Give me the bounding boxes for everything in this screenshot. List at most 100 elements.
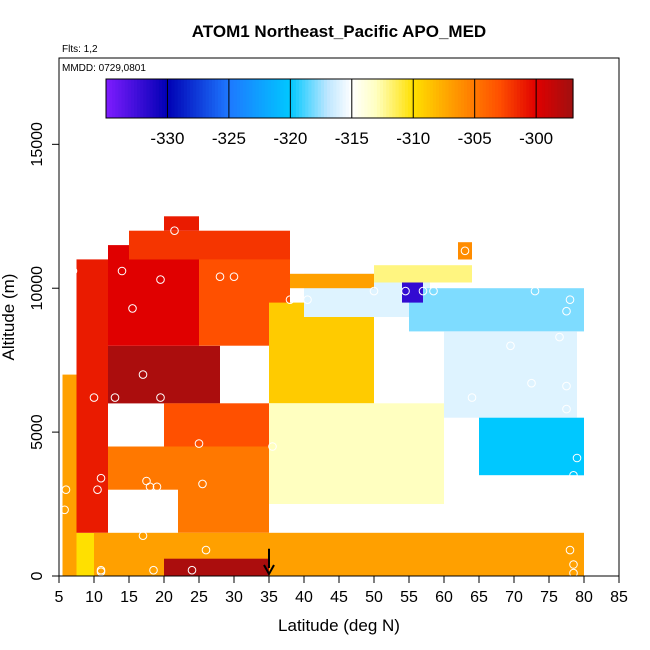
colorbar-segment: [221, 79, 225, 118]
colorbar-segment: [323, 79, 328, 118]
colorbar-segment: [274, 79, 278, 118]
x-tick-label: 20: [155, 589, 173, 606]
flight-point: [369, 286, 379, 296]
colorbar-segment: [317, 79, 322, 118]
flight-point: [61, 485, 71, 495]
flight-point: [215, 272, 225, 282]
flight-point: [565, 545, 575, 555]
colorbar-segment: [149, 79, 154, 118]
colorbar-segment: [376, 79, 381, 118]
flight-point: [562, 381, 571, 391]
x-axis-label: Latitude (deg N): [278, 616, 400, 635]
colorbar-segment: [544, 79, 549, 118]
x-tick-label: 30: [225, 589, 243, 606]
colorbar-segment: [569, 79, 574, 118]
colorbar-segment: [342, 79, 347, 118]
colorbar-segment: [417, 79, 422, 118]
colorbar-segment: [498, 79, 502, 118]
colorbar-segment: [302, 79, 306, 118]
colorbar-segment: [548, 79, 552, 118]
colorbar-tick-label: -300: [519, 129, 553, 148]
heatmap-cell: [444, 475, 577, 533]
colorbar-segment: [358, 79, 362, 118]
colorbar-segment: [158, 79, 163, 118]
colorbar-tick-label: -325: [212, 129, 246, 148]
colorbar-segment: [283, 79, 288, 118]
flight-point: [201, 545, 211, 555]
heatmap-cell: [269, 302, 374, 404]
colorbar-segment: [277, 79, 281, 118]
colorbar-segment: [233, 79, 238, 118]
colorbar-segment: [426, 79, 431, 118]
colorbar-segment: [541, 79, 546, 118]
colorbar-segment: [115, 79, 120, 118]
y-tick-label: 0: [29, 571, 46, 580]
colorbar-segment: [249, 79, 253, 118]
colorbar-segment: [423, 79, 428, 118]
colorbar-segment: [448, 79, 453, 118]
colorbar-segment: [523, 79, 527, 118]
colorbar-segment: [180, 79, 185, 118]
flight-point: [418, 286, 428, 296]
colorbar: -330 -325 -320 -315 -310 -305 -300: [105, 78, 574, 148]
flight-point: [565, 505, 575, 515]
flights-annotation: Flts: 1,2: [62, 44, 98, 55]
colorbar-segment: [557, 79, 562, 118]
flight-point: [68, 266, 78, 276]
colorbar-segment: [292, 79, 297, 118]
colorbar-segment: [420, 79, 425, 118]
y-axis: 0 5000 10000 15000: [29, 122, 59, 580]
flight-point: [569, 471, 578, 480]
heatmap-cell: [479, 417, 584, 476]
colorbar-segment: [464, 79, 468, 118]
colorbar-segment: [320, 79, 325, 118]
colorbar-segment: [177, 79, 182, 118]
x-tick-label: 10: [85, 589, 103, 606]
colorbar-segment: [261, 79, 266, 118]
flight-point: [156, 275, 165, 284]
x-tick-label: 45: [330, 589, 348, 606]
flight-point: [89, 393, 99, 402]
heatmap-cell: [290, 273, 374, 289]
colorbar-segment: [286, 79, 291, 118]
colorbar-segment: [370, 79, 375, 118]
colorbar-segment: [513, 79, 518, 118]
colorbar-segment: [457, 79, 462, 118]
colorbar-segment: [118, 79, 123, 118]
flight-point: [138, 531, 148, 541]
colorbar-segment: [214, 79, 219, 118]
colorbar-segment: [485, 79, 490, 118]
colorbar-segment: [168, 79, 172, 118]
flight-point: [467, 393, 477, 402]
colorbar-segment: [538, 79, 543, 118]
flight-point: [93, 485, 102, 495]
colorbar-segment: [134, 79, 138, 118]
colorbar-segment: [373, 79, 378, 118]
dates-annotation: MMDD: 0729,0801: [62, 63, 146, 74]
colorbar-segment: [246, 79, 250, 118]
colorbar-segment: [109, 79, 113, 118]
colorbar-segment: [314, 79, 319, 118]
y-tick-label: 5000: [29, 414, 46, 450]
colorbar-segment: [526, 79, 531, 118]
flight-point: [194, 439, 204, 448]
colorbar-segment: [264, 79, 269, 118]
colorbar-segment: [507, 79, 512, 118]
flight-point: [303, 295, 312, 305]
colorbar-segment: [488, 79, 493, 118]
colorbar-segment: [392, 79, 397, 118]
flight-point: [285, 295, 295, 305]
colorbar-segment: [299, 79, 303, 118]
flight-point: [187, 565, 197, 575]
colorbar-segment: [395, 79, 400, 118]
colorbar-segment: [398, 79, 403, 118]
colorbar-segment: [143, 79, 148, 118]
colorbar-tick-label: -310: [396, 129, 430, 148]
colorbar-segment: [137, 79, 141, 118]
x-tick-label: 25: [190, 589, 208, 606]
colorbar-tick-label: -320: [273, 129, 307, 148]
colorbar-segment: [267, 79, 272, 118]
latitude-marker: [263, 548, 275, 577]
flight-point: [75, 249, 85, 258]
